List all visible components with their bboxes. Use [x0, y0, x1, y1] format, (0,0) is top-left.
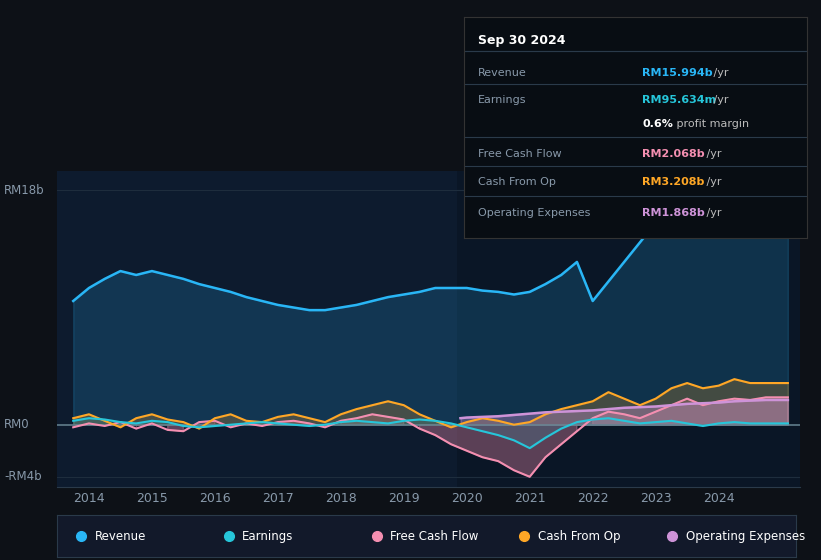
- Text: RM18b: RM18b: [4, 184, 44, 197]
- Text: Sep 30 2024: Sep 30 2024: [478, 35, 565, 48]
- Text: RM2.068b: RM2.068b: [642, 149, 705, 159]
- Text: Operating Expenses: Operating Expenses: [686, 530, 805, 543]
- Text: Free Cash Flow: Free Cash Flow: [390, 530, 479, 543]
- Text: 0.6%: 0.6%: [642, 119, 673, 129]
- Text: /yr: /yr: [710, 95, 729, 105]
- Bar: [457, 171, 800, 487]
- Text: profit margin: profit margin: [672, 119, 749, 129]
- Text: Revenue: Revenue: [94, 530, 146, 543]
- Text: /yr: /yr: [703, 176, 721, 186]
- Text: /yr: /yr: [703, 149, 721, 159]
- Text: Cash From Op: Cash From Op: [478, 176, 556, 186]
- Text: Revenue: Revenue: [478, 68, 526, 78]
- Text: Free Cash Flow: Free Cash Flow: [478, 149, 562, 159]
- Text: Earnings: Earnings: [242, 530, 294, 543]
- Text: RM1.868b: RM1.868b: [642, 208, 705, 218]
- Text: RM3.208b: RM3.208b: [642, 176, 704, 186]
- Text: Earnings: Earnings: [478, 95, 526, 105]
- Text: -RM4b: -RM4b: [4, 470, 42, 483]
- Text: /yr: /yr: [703, 208, 721, 218]
- Text: Cash From Op: Cash From Op: [538, 530, 620, 543]
- Text: Operating Expenses: Operating Expenses: [478, 208, 590, 218]
- Text: RM0: RM0: [4, 418, 30, 431]
- Text: RM15.994b: RM15.994b: [642, 68, 713, 78]
- Text: RM95.634m: RM95.634m: [642, 95, 717, 105]
- Text: /yr: /yr: [710, 68, 729, 78]
